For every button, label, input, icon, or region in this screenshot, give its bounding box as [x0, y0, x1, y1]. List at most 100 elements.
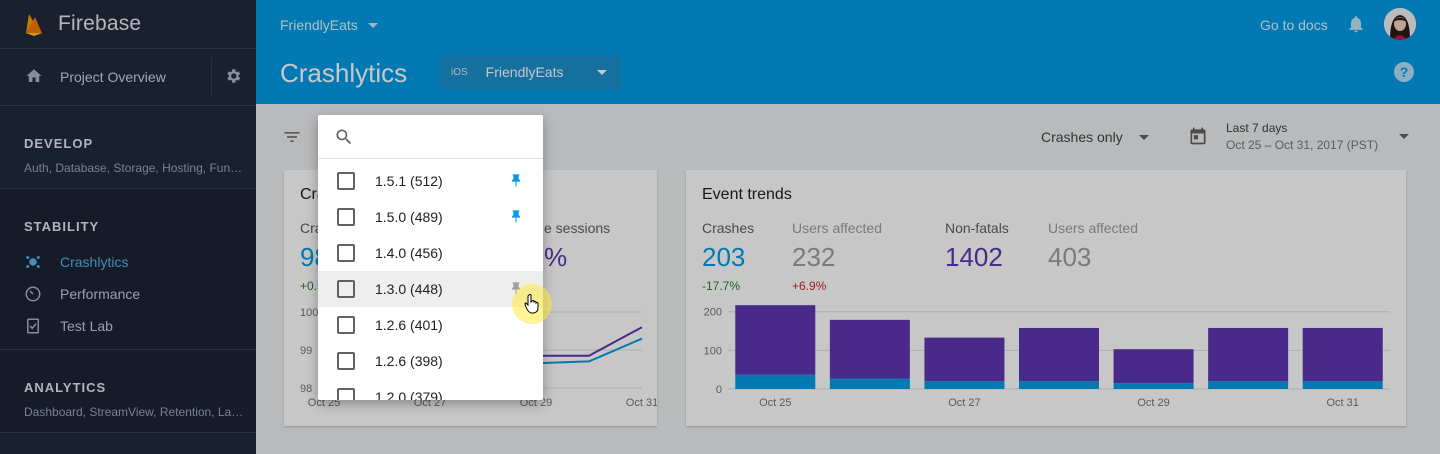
- metric-value: 403: [1048, 242, 1092, 272]
- metric-label: Users affected: [792, 220, 883, 236]
- x-tick-label: Oct 31: [626, 397, 657, 409]
- section-title: DEVELOP: [24, 136, 94, 151]
- metric-label: Users affected: [1048, 220, 1139, 236]
- y-tick-label: 200: [704, 307, 722, 319]
- version-option[interactable]: 1.2.0 (379): [318, 379, 543, 400]
- version-label: 1.5.1 (512): [375, 173, 443, 189]
- firebase-logo-icon: [26, 14, 42, 36]
- version-option[interactable]: 1.5.1 (512): [318, 163, 543, 199]
- crash-type-selector[interactable]: Crashes only: [1041, 129, 1149, 145]
- project-overview-label[interactable]: Project Overview: [60, 69, 166, 85]
- project-name: FriendlyEats: [280, 17, 358, 33]
- brand[interactable]: Firebase: [0, 0, 256, 48]
- version-search-input[interactable]: [368, 125, 528, 149]
- version-label: 1.5.0 (489): [375, 209, 443, 225]
- date-range-sub: Oct 25 – Oct 31, 2017 (PST): [1226, 138, 1379, 152]
- filter-icon[interactable]: [282, 127, 302, 147]
- version-option[interactable]: 1.2.6 (401): [318, 307, 543, 343]
- chevron-down-icon[interactable]: [1399, 134, 1409, 139]
- date-range-label: Last 7 days: [1226, 121, 1288, 135]
- version-checkbox[interactable]: [337, 244, 355, 262]
- sidebar-item-test-lab[interactable]: Test Lab: [24, 310, 256, 342]
- version-option[interactable]: 1.3.0 (448): [318, 271, 543, 307]
- gear-icon[interactable]: [224, 67, 242, 85]
- calendar-icon[interactable]: [1188, 126, 1208, 146]
- event-trends-bar-chart: 200 100 0 Oct 25 Oct 27 Oct 29 Oct 31: [704, 305, 1390, 409]
- pin-icon[interactable]: [508, 171, 524, 191]
- y-tick-label: 0: [716, 384, 722, 396]
- x-tick-label: Oct 29: [1137, 397, 1169, 409]
- bar-crashes[interactable]: [829, 378, 910, 389]
- metric-value: %: [544, 242, 568, 272]
- version-checkbox[interactable]: [337, 280, 355, 298]
- metric-label: Crashes: [702, 220, 755, 236]
- pin-icon[interactable]: [508, 279, 524, 299]
- x-tick-label: Oct 27: [414, 397, 446, 409]
- bar-crashes[interactable]: [924, 381, 1005, 389]
- version-checkbox[interactable]: [337, 316, 355, 334]
- version-checkbox[interactable]: [337, 352, 355, 370]
- section-stability: STABILITY Crashlytics Performance Test L…: [0, 189, 256, 349]
- app-name: FriendlyEats: [485, 64, 564, 80]
- crash-type-label: Crashes only: [1041, 129, 1123, 145]
- bar-non-fatals[interactable]: [1302, 327, 1383, 382]
- version-option[interactable]: 1.2.6 (398): [318, 343, 543, 379]
- brand-name: Firebase: [58, 12, 142, 35]
- sidebar-item-label: Performance: [60, 286, 141, 302]
- version-label: 1.4.0 (456): [375, 245, 443, 261]
- divider: [0, 349, 256, 350]
- bar-non-fatals[interactable]: [1113, 349, 1194, 384]
- bell-icon[interactable]: [1346, 14, 1366, 34]
- y-tick-label: 99: [300, 345, 312, 357]
- go-to-docs-link[interactable]: Go to docs: [1260, 17, 1328, 33]
- bar-crashes[interactable]: [1208, 381, 1289, 389]
- x-tick-label: Oct 31: [1327, 397, 1359, 409]
- y-tick-label: 98: [300, 383, 312, 395]
- bar-non-fatals[interactable]: [829, 319, 910, 379]
- version-filter-dropdown: 1.5.1 (512) 1.5.0 (489) 1.4.0 (456) 1.3.0 (…: [318, 115, 543, 400]
- bar-non-fatals[interactable]: [924, 337, 1005, 382]
- chevron-down-icon: [1138, 134, 1149, 140]
- metric-value: 1402: [945, 242, 1003, 272]
- project-selector[interactable]: FriendlyEats: [280, 17, 378, 33]
- bar-non-fatals[interactable]: [1019, 327, 1099, 382]
- bar-crashes[interactable]: [1113, 383, 1194, 389]
- divider: [211, 57, 212, 97]
- bar-non-fatals[interactable]: [1208, 327, 1289, 382]
- x-tick-label: Oct 27: [948, 397, 980, 409]
- version-checkbox[interactable]: [337, 172, 355, 190]
- x-tick-label: Oct 25: [308, 397, 340, 409]
- ios-platform-badge: iOS: [451, 66, 468, 78]
- section-develop[interactable]: DEVELOP Auth, Database, Storage, Hosting…: [0, 106, 256, 188]
- sidebar-item-crashlytics[interactable]: Crashlytics: [24, 246, 256, 278]
- metric-delta: +6.9%: [792, 279, 827, 293]
- bar-crashes[interactable]: [735, 374, 816, 389]
- chevron-down-icon: [597, 69, 607, 75]
- testlab-icon: [27, 318, 39, 334]
- sidebar-item-performance[interactable]: Performance: [24, 278, 256, 310]
- divider: [0, 105, 256, 106]
- search-icon: [336, 129, 352, 145]
- date-range-selector[interactable]: Last 7 days Oct 25 – Oct 31, 2017 (PST): [1226, 121, 1378, 152]
- avatar[interactable]: [1384, 8, 1416, 40]
- crashlytics-icon: [26, 256, 40, 268]
- bar-crashes[interactable]: [1019, 381, 1099, 389]
- section-analytics[interactable]: ANALYTICS Dashboard, StreamView, Retenti…: [0, 350, 256, 432]
- help-icon[interactable]: ?: [1394, 62, 1414, 82]
- app-selector[interactable]: iOS FriendlyEats: [439, 55, 621, 89]
- avatar-icon: [1384, 8, 1416, 40]
- project-overview-row[interactable]: Project Overview: [0, 49, 256, 105]
- version-option[interactable]: 1.4.0 (456): [318, 235, 543, 271]
- divider: [0, 48, 256, 49]
- performance-icon: [25, 286, 41, 302]
- x-tick-label: Oct 25: [759, 397, 791, 409]
- version-checkbox[interactable]: [337, 208, 355, 226]
- bar-non-fatals[interactable]: [735, 305, 816, 375]
- metric-label: e sessions: [544, 220, 611, 236]
- bar-crashes[interactable]: [1302, 381, 1383, 389]
- section-title: STABILITY: [24, 219, 100, 234]
- version-checkbox[interactable]: [337, 388, 355, 400]
- pin-icon[interactable]: [508, 207, 524, 227]
- version-option[interactable]: 1.5.0 (489): [318, 199, 543, 235]
